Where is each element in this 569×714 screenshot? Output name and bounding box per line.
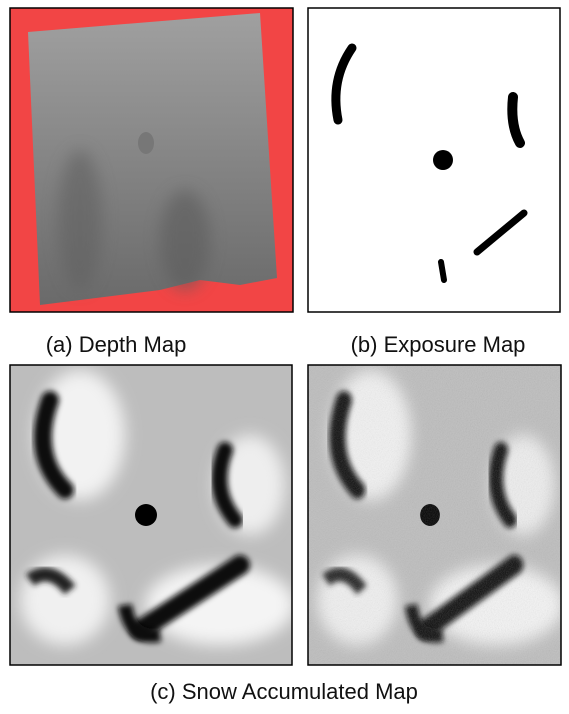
caption: (b) Exposure Map (351, 332, 526, 357)
figure: (a) Depth Map (b) Exposure Map (c) Snow … (0, 0, 569, 714)
page: (a) Depth Map (b) Exposure Map (c) Snow … (0, 0, 569, 714)
snow-map-image (10, 365, 295, 665)
snow-map-left (10, 365, 295, 665)
exposure-map-image (308, 8, 560, 312)
snow-map-right (308, 365, 564, 665)
caption: (a) Depth Map (46, 332, 187, 357)
caption: (c) Snow Accumulated Map (150, 679, 418, 704)
snow-map-image (308, 365, 564, 665)
depth-map-image (10, 8, 293, 312)
